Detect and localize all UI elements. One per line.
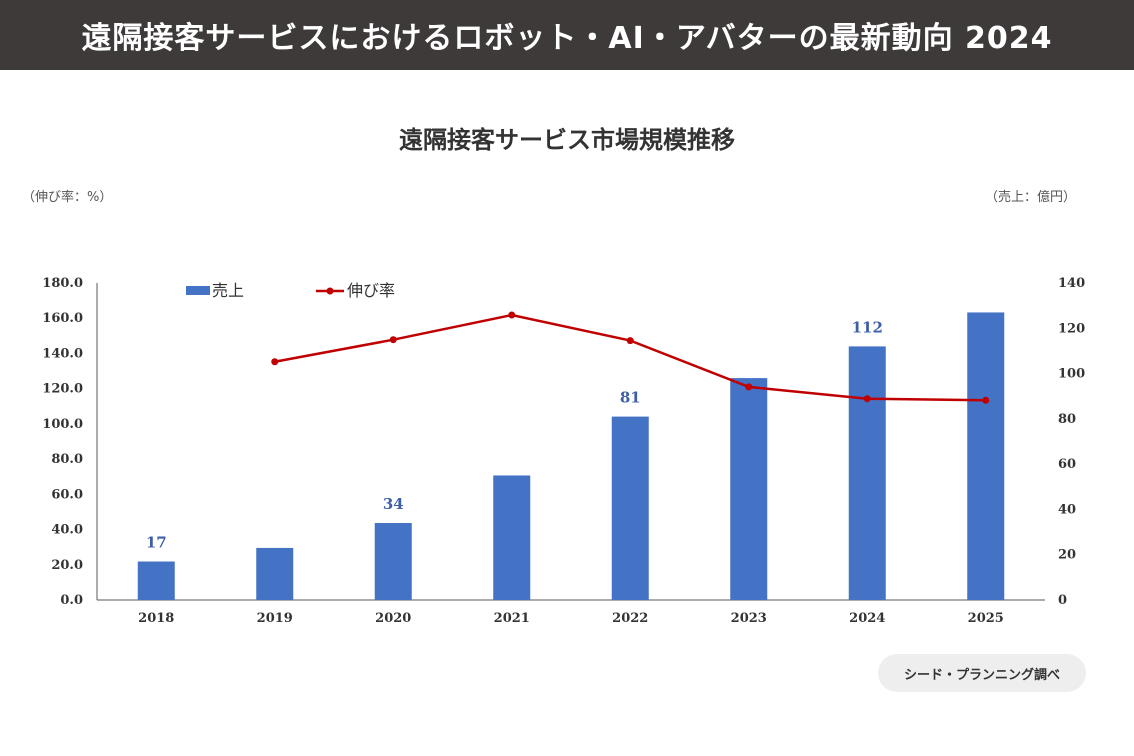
right-axis-tick-label: 120 <box>1058 321 1085 336</box>
bar-2025 <box>967 312 1005 600</box>
bar-2020 <box>374 523 412 600</box>
bar-2021 <box>493 475 531 600</box>
left-axis-tick-label: 180.0 <box>42 276 83 291</box>
x-axis-tick-label: 2021 <box>494 611 530 626</box>
bar-2018 <box>137 561 175 600</box>
x-axis-tick-label: 2022 <box>612 611 648 626</box>
growth-rate-point-2023 <box>745 383 753 391</box>
right-axis-tick-label: 40 <box>1058 502 1076 517</box>
bar-2024 <box>848 346 886 600</box>
growth-rate-point-2019 <box>271 358 279 366</box>
left-axis-tick-label: 140.0 <box>42 346 83 361</box>
bar-2023 <box>730 378 768 600</box>
right-axis-tick-label: 20 <box>1058 548 1076 563</box>
page-header: 遠隔接客サービスにおけるロボット・AI・アバターの最新動向 2024 <box>0 0 1134 70</box>
right-axis-tick-label: 140 <box>1058 276 1085 291</box>
legend-line-label: 伸び率 <box>347 281 395 300</box>
left-axis-unit-label: （伸び率：%） <box>22 190 113 205</box>
legend-bar-swatch <box>186 286 210 295</box>
right-axis-tick-label: 0 <box>1058 593 1067 608</box>
x-axis-tick-label: 2020 <box>375 611 411 626</box>
growth-rate-point-2020 <box>389 336 397 344</box>
bar-data-label: 81 <box>620 389 641 407</box>
chart-title: 遠隔接客サービス市場規模推移 <box>399 126 735 154</box>
bar-data-label: 17 <box>146 534 167 552</box>
x-axis-tick-label: 2023 <box>731 611 767 626</box>
x-axis-tick-label: 2019 <box>257 611 293 626</box>
right-axis-unit-label: （売上：億円） <box>984 190 1076 205</box>
bar-2019 <box>256 547 294 600</box>
bar-2022 <box>611 416 649 600</box>
right-axis-tick-label: 60 <box>1058 457 1076 472</box>
legend-bar-label: 売上 <box>212 281 244 300</box>
left-axis-tick-label: 100.0 <box>42 417 83 432</box>
x-axis-tick-label: 2018 <box>138 611 174 626</box>
source-badge: シード・プランニング調べ <box>878 654 1086 692</box>
legend-line-marker <box>326 287 334 295</box>
x-axis-tick-label: 2024 <box>849 611 885 626</box>
left-axis-tick-label: 160.0 <box>42 311 83 326</box>
growth-rate-point-2024 <box>863 395 871 403</box>
left-axis-tick-label: 40.0 <box>51 523 83 538</box>
growth-rate-point-2021 <box>508 311 516 319</box>
bar-data-label: 112 <box>852 318 883 336</box>
bar-data-label: 34 <box>383 495 404 513</box>
page-title: 遠隔接客サービスにおけるロボット・AI・アバターの最新動向 2024 <box>81 21 1053 56</box>
left-axis-tick-label: 120.0 <box>42 382 83 397</box>
left-axis-tick-label: 0.0 <box>60 593 83 608</box>
growth-rate-point-2022 <box>626 337 634 345</box>
growth-rate-point-2025 <box>982 396 990 404</box>
right-axis-tick-label: 100 <box>1058 367 1085 382</box>
left-axis-tick-label: 80.0 <box>51 452 83 467</box>
left-axis-tick-label: 60.0 <box>51 487 83 502</box>
source-text: シード・プランニング調べ <box>903 667 1060 683</box>
left-axis-tick-label: 20.0 <box>51 558 83 573</box>
x-axis-tick-label: 2025 <box>968 611 1004 626</box>
right-axis-tick-label: 80 <box>1058 412 1076 427</box>
